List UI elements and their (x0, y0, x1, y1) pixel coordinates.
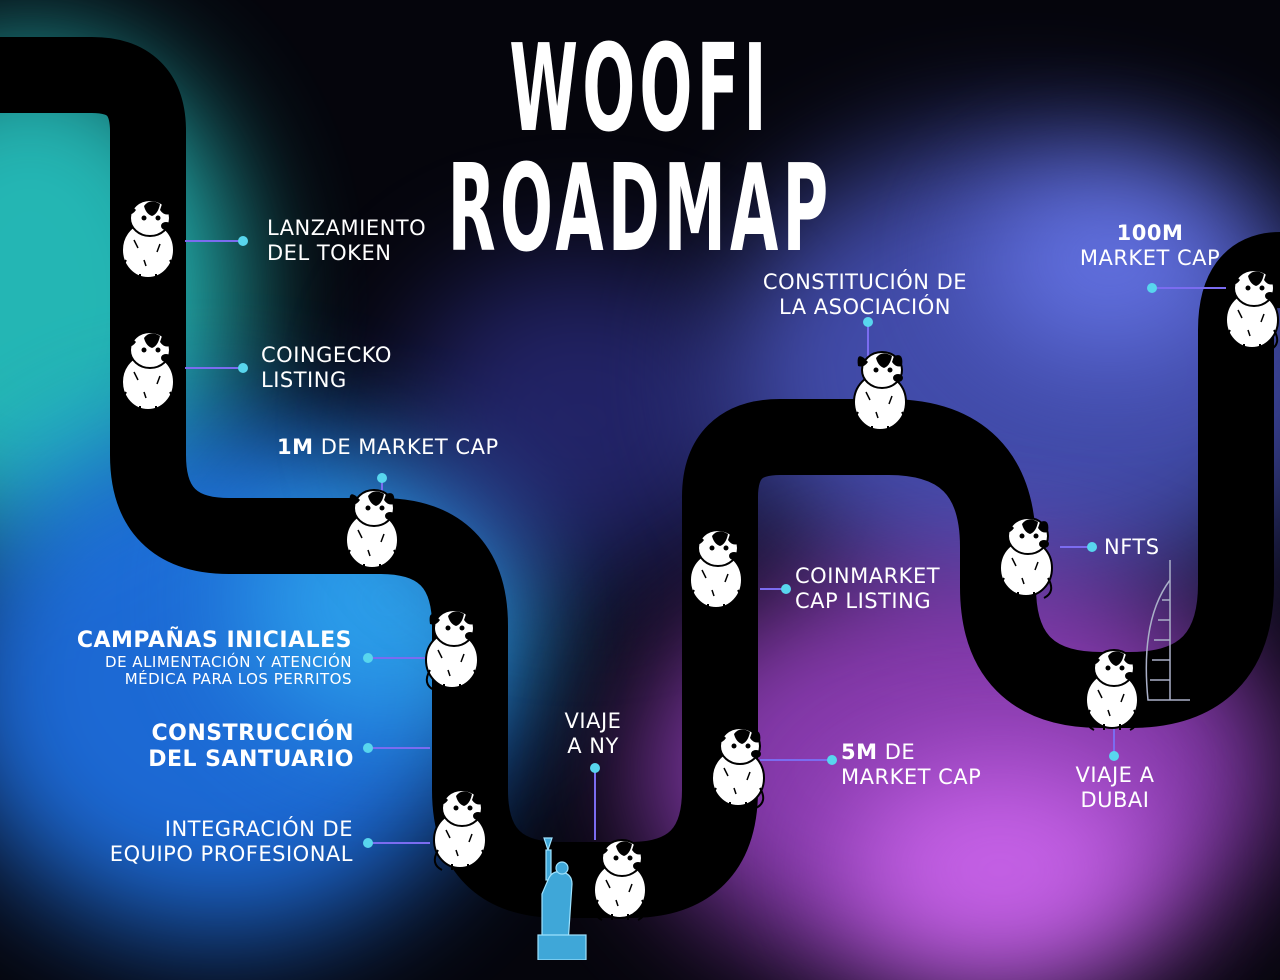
milestone-line: DUBAI (1080, 788, 1150, 812)
milestone-line: CONSTITUCIÓN DE (762, 270, 968, 294)
milestone-line: INTEGRACIÓN DE (164, 817, 353, 841)
milestone-line: LISTING (261, 368, 347, 392)
page-title: WOOFI ROADMAP (447, 20, 833, 279)
milestone-subtitle: DE ALIMENTACIÓN Y ATENCIÓN (105, 653, 352, 671)
statue-of-liberty-icon (537, 837, 587, 960)
milestone-sanctuary: CONSTRUCCIÓN DEL SANTUARIO (148, 721, 354, 773)
milestone-line: CONSTRUCCIÓN (151, 721, 354, 746)
milestone-trip-ny: VIAJE A NY (558, 709, 628, 759)
milestone-coinmarketcap: COINMARKET CAP LISTING (795, 564, 940, 614)
milestone-line: COINGECKO (261, 343, 392, 367)
milestone-nfts: NFTS (1104, 535, 1160, 560)
milestone-subtitle: MÉDICA PARA LOS PERRITOS (124, 670, 352, 688)
milestone-highlight: 100M (1116, 221, 1184, 245)
milestone-100m-market-cap: 100M MARKET CAP (1074, 221, 1226, 271)
milestone-initial-campaigns: CAMPAÑAS INICIALES DE ALIMENTACIÓN Y ATE… (77, 628, 352, 688)
milestone-association: CONSTITUCIÓN DE LA ASOCIACIÓN (748, 270, 982, 320)
milestone-line: EQUIPO PROFESIONAL (109, 842, 353, 866)
milestone-line: CAP LISTING (795, 589, 932, 613)
milestone-5m-market-cap: 5M DE MARKET CAP (841, 740, 981, 790)
milestone-line: LA ASOCIACIÓN (779, 295, 951, 319)
milestone-token-launch: LANZAMIENTO DEL TOKEN (267, 216, 426, 266)
milestone-highlight: 5M (841, 740, 878, 764)
milestone-line: VIAJE A (1075, 763, 1155, 787)
milestone-line: DEL TOKEN (267, 241, 392, 265)
milestone-highlight: 1M (277, 435, 314, 459)
milestone-line: MARKET CAP (1079, 246, 1221, 270)
milestone-1m-market-cap: 1M DE MARKET CAP (277, 435, 499, 460)
roadmap-path (0, 37, 1280, 960)
milestone-line: COINMARKET (795, 564, 941, 588)
milestone-line: DE (877, 740, 916, 764)
milestone-line: LANZAMIENTO (267, 216, 427, 240)
milestone-line: MARKET CAP (841, 765, 982, 789)
milestone-line: DE MARKET CAP (313, 435, 499, 459)
milestone-line: DEL SANTUARIO (148, 747, 354, 772)
burj-al-arab-icon (1145, 560, 1190, 701)
milestone-line: VIAJE (564, 709, 622, 733)
milestone-line: NFTS (1104, 535, 1160, 559)
milestone-team-integration: INTEGRACIÓN DE EQUIPO PROFESIONAL (110, 817, 353, 867)
milestone-coingecko: COINGECKO LISTING (261, 343, 392, 393)
milestone-line: A NY (567, 734, 619, 758)
milestone-trip-dubai: VIAJE A DUBAI (1068, 763, 1162, 813)
milestone-title: CAMPAÑAS INICIALES (76, 628, 352, 653)
